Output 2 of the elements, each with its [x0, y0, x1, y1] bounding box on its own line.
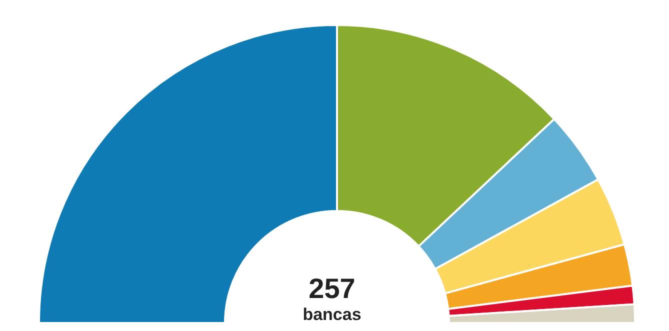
text: bancas — [302, 305, 362, 324]
text: 257 — [308, 273, 356, 304]
